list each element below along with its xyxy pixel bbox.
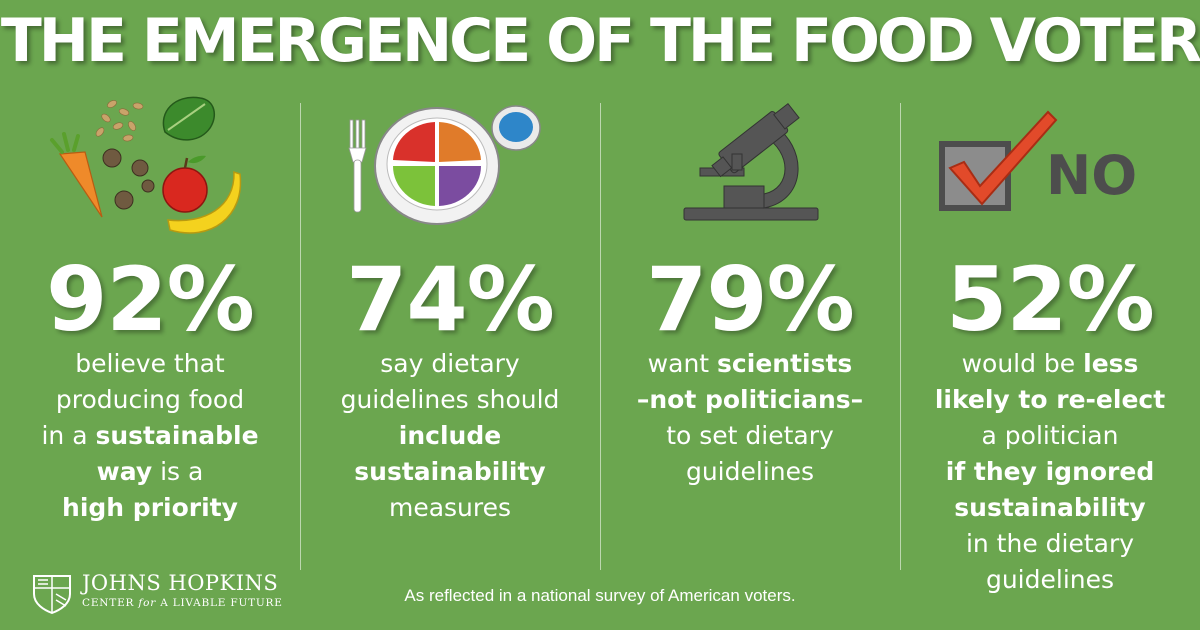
body-text: say dietary [380, 349, 520, 378]
emphasis-text: less [1083, 349, 1139, 378]
emphasis-text: way [96, 457, 153, 486]
logo-subtitle-part: A LIVABLE FUTURE [160, 597, 283, 609]
stat-value: 74% [346, 248, 555, 351]
logo-name: JOHNS HOPKINS [82, 571, 279, 595]
description-line: likely to re-elect [905, 382, 1195, 418]
body-text: producing food [55, 385, 245, 414]
description-line: guidelines [605, 454, 895, 490]
stat-description: say dietary guidelines should include susta… [305, 346, 595, 526]
description-line: sustainability [305, 454, 595, 490]
description-line: sustainability [905, 490, 1195, 526]
emphasis-text: sustainability [954, 493, 1146, 522]
stat-column-4: NO 52% would be less likely to re-elect a … [900, 0, 1200, 630]
stat-value: 92% [46, 248, 255, 351]
description-line: include [305, 418, 595, 454]
description-line: believe that [5, 346, 295, 382]
description-line: in a sustainable [5, 418, 295, 454]
body-text: believe that [75, 349, 225, 378]
column-divider [600, 103, 601, 570]
description-line: a politician [905, 418, 1195, 454]
microscope-icon [683, 102, 819, 221]
survey-note: As reflected in a national survey of Ame… [404, 586, 796, 605]
description-line: want scientists [605, 346, 895, 382]
description-line: to set dietary [605, 418, 895, 454]
stat-column-1: 92% believe that producing food in a susta… [0, 0, 300, 630]
stat-value: 79% [646, 248, 855, 351]
description-line: say dietary [305, 346, 595, 382]
checkbox-no-icon: NO [939, 110, 1137, 211]
description-line: if they ignored [905, 454, 1195, 490]
body-text: guidelines should [340, 385, 560, 414]
emphasis-text: sustainability [354, 457, 546, 486]
description-line: high priority [5, 490, 295, 526]
page-title: THE EMERGENCE OF THE FOOD VOTER [0, 6, 1200, 76]
body-text: guidelines [685, 457, 815, 486]
stat-description: want scientists –not politicians– to set d… [605, 346, 895, 490]
description-line: –not politicians– [605, 382, 895, 418]
body-text: to set dietary [666, 421, 834, 450]
description-line: guidelines should [305, 382, 595, 418]
body-text: guidelines [985, 565, 1115, 594]
logo-subtitle-part: for [138, 597, 157, 609]
stat-column-2: 74% say dietary guidelines should include s… [300, 0, 600, 630]
column-divider [300, 103, 301, 570]
emphasis-text: high priority [62, 493, 238, 522]
emphasis-text: –not politicians– [636, 385, 864, 414]
stat-description: believe that producing food in a sustainab… [5, 346, 295, 526]
plate-icon [348, 105, 541, 225]
no-label: NO [1046, 144, 1137, 207]
jhu-logo: JOHNS HOPKINS CENTER for A LIVABLE FUTUR… [30, 570, 290, 615]
logo-subtitle: CENTER for A LIVABLE FUTURE [82, 597, 283, 609]
shield-icon [33, 575, 71, 614]
column-divider [900, 103, 901, 570]
emphasis-text: likely to re-elect [934, 385, 1166, 414]
description-line: producing food [5, 382, 295, 418]
description-line: in the dietary [905, 526, 1195, 562]
emphasis-text: sustainable [95, 421, 259, 450]
emphasis-text: if they ignored [945, 457, 1155, 486]
body-text: is a [152, 457, 204, 486]
description-line: would be less [905, 346, 1195, 382]
logo-subtitle-part: CENTER [82, 597, 135, 609]
description-line: guidelines [905, 562, 1195, 598]
stat-description: would be less likely to re-elect a politic… [905, 346, 1195, 598]
body-text: measures [388, 493, 512, 522]
body-text: want [647, 349, 718, 378]
body-text: would be [961, 349, 1084, 378]
stat-column-3: 79% want scientists –not politicians– to s… [600, 0, 900, 630]
produce-icon [50, 96, 242, 234]
stat-value: 52% [946, 248, 1155, 351]
body-text: in the dietary [965, 529, 1135, 558]
description-line: way is a [5, 454, 295, 490]
description-line: measures [305, 490, 595, 526]
emphasis-text: scientists [717, 349, 853, 378]
body-text: a politician [981, 421, 1119, 450]
emphasis-text: include [398, 421, 502, 450]
body-text: in a [41, 421, 96, 450]
